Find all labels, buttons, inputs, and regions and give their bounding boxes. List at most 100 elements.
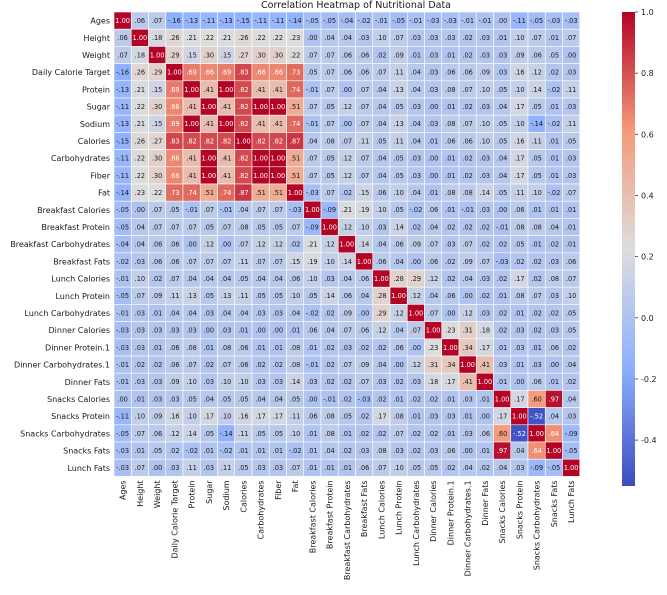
heatmap-cell-value: .03	[376, 378, 387, 386]
heatmap-cell-value: .06	[169, 361, 180, 369]
heatmap-cell-value: .12	[411, 292, 422, 300]
heatmap-cell-value: .01	[549, 378, 560, 386]
heatmap-cell-value: .03	[462, 430, 473, 438]
heatmap-cell-value: .01	[152, 309, 163, 317]
heatmap-cell-value: .04	[135, 223, 146, 231]
heatmap-cell-value: .03	[480, 155, 491, 163]
heatmap-cell-value: .04	[376, 120, 387, 128]
heatmap-cell-value: .04	[324, 447, 335, 455]
heatmap-cell-value: .03	[393, 447, 404, 455]
heatmap-cell-value: .74	[290, 86, 301, 94]
heatmap-cell-value: .10	[135, 275, 146, 283]
heatmap-cell-value: .06	[462, 69, 473, 77]
heatmap-cell-value: .11	[359, 137, 370, 145]
heatmap-cell-value: .04	[411, 137, 422, 145]
heatmap-cell-value: 1.00	[271, 155, 286, 163]
heatmap-cell-value: .66	[169, 155, 180, 163]
heatmap-cell-value: 1.00	[478, 378, 493, 386]
heatmap-cell-value: .07	[255, 206, 266, 214]
heatmap-cell-value: .41	[221, 103, 232, 111]
heatmap-cell-value: .00	[255, 327, 266, 335]
heatmap-cell-value: .07	[566, 34, 577, 42]
heatmap-cell-value: .15	[221, 51, 232, 59]
heatmap-cell-value: .13	[393, 120, 404, 128]
heatmap-cell-value: .07	[255, 258, 266, 266]
heatmap-cell-value: .08	[514, 223, 525, 231]
heatmap-cell-value: .06	[445, 69, 456, 77]
heatmap-cell-value: -.09	[530, 464, 543, 472]
heatmap-cell-value: .01	[445, 430, 456, 438]
heatmap-cell-value: .73	[290, 69, 301, 77]
heatmap-cell-value: -.14	[220, 430, 233, 438]
heatmap-cell-value: .66	[273, 69, 284, 77]
heatmap-cell-value: .07	[462, 86, 473, 94]
heatmap-cell-value: .08	[290, 344, 301, 352]
heatmap-cell-value: -.09	[565, 430, 578, 438]
heatmap-cell-value: .82	[238, 120, 249, 128]
heatmap-cell-value: .00	[273, 327, 284, 335]
heatmap-cell-value: .06	[549, 344, 560, 352]
heatmap-cell-value: .02	[566, 344, 577, 352]
y-tick-label: Daily Calorie Target	[32, 68, 110, 77]
heatmap-cell-value: .06	[169, 258, 180, 266]
heatmap-cell-value: .03	[221, 327, 232, 335]
heatmap-cell-value: .18	[480, 327, 491, 335]
y-tick-label: Carbohydrates	[51, 154, 110, 163]
heatmap-cell-value: .07	[324, 120, 335, 128]
heatmap-cell-value: .00	[497, 17, 508, 25]
heatmap-cell-value: -.11	[513, 17, 526, 25]
heatmap-cell-value: .01	[445, 172, 456, 180]
heatmap-cell-value: .08	[462, 189, 473, 197]
heatmap-cell-value: .02	[342, 189, 353, 197]
heatmap-cell-value: .04	[514, 447, 525, 455]
heatmap-cell-value: .17	[514, 172, 525, 180]
heatmap-cell-value: .30	[273, 51, 284, 59]
heatmap-cell-value: .01	[514, 361, 525, 369]
heatmap-cell-value: .41	[186, 103, 197, 111]
heatmap-cell-value: .02	[393, 378, 404, 386]
heatmap-cell-value: .02	[342, 447, 353, 455]
chart-title: Correlation Heatmap of Nutritional Data	[261, 0, 451, 11]
heatmap-cell-value: -.03	[444, 17, 457, 25]
heatmap-cell-value: .02	[152, 275, 163, 283]
heatmap-cell-value: .09	[393, 51, 404, 59]
heatmap-cell-value: .09	[411, 241, 422, 249]
heatmap-cell-value: .02	[549, 69, 560, 77]
heatmap-cell-value: 1.00	[547, 447, 562, 455]
heatmap-cell-value: -.15	[116, 137, 129, 145]
heatmap-cell-value: .04	[255, 275, 266, 283]
heatmap-cell-value: .04	[376, 172, 387, 180]
heatmap-cell-value: .03	[428, 34, 439, 42]
heatmap-cell-value: .08	[186, 344, 197, 352]
heatmap-cell-value: .02	[169, 447, 180, 455]
heatmap-cell-value: .02	[273, 361, 284, 369]
heatmap-cell-value: 1.00	[219, 86, 234, 94]
heatmap-cell-value: .05	[307, 292, 318, 300]
heatmap-cell-value: .82	[186, 137, 197, 145]
heatmap-cell-value: .01	[549, 34, 560, 42]
heatmap-cell-value: .02	[462, 103, 473, 111]
y-tick-label: Snacks Fats	[63, 447, 110, 456]
heatmap-cell-value: .02	[359, 430, 370, 438]
heatmap-cell-value: .01	[135, 395, 146, 403]
heatmap-cell-value: .29	[152, 69, 163, 77]
heatmap-cell-value: .01	[549, 137, 560, 145]
heatmap-cell-value: .02	[411, 430, 422, 438]
heatmap-cell-value: .03	[497, 361, 508, 369]
heatmap-cell-value: .01	[462, 413, 473, 421]
heatmap-cell-value: .11	[566, 120, 577, 128]
heatmap-cell-value: .04	[411, 120, 422, 128]
heatmap-cell-value: 1.00	[236, 137, 251, 145]
heatmap-cell-value: .03	[549, 292, 560, 300]
heatmap-cell-value: .03	[480, 103, 491, 111]
heatmap-cell-value: .31	[462, 327, 473, 335]
heatmap-cell-value: .21	[135, 86, 146, 94]
heatmap-cell-value: 1.00	[426, 327, 441, 335]
heatmap-cell-value: .21	[307, 241, 318, 249]
heatmap-cell-value: .02	[531, 275, 542, 283]
x-tick-label: Breakfast Protein	[326, 480, 335, 549]
heatmap-cell-value: .17	[445, 378, 456, 386]
heatmap-cell-value: .06	[238, 344, 249, 352]
heatmap-cell-value: .19	[307, 258, 318, 266]
heatmap-cell-value: .12	[204, 241, 215, 249]
